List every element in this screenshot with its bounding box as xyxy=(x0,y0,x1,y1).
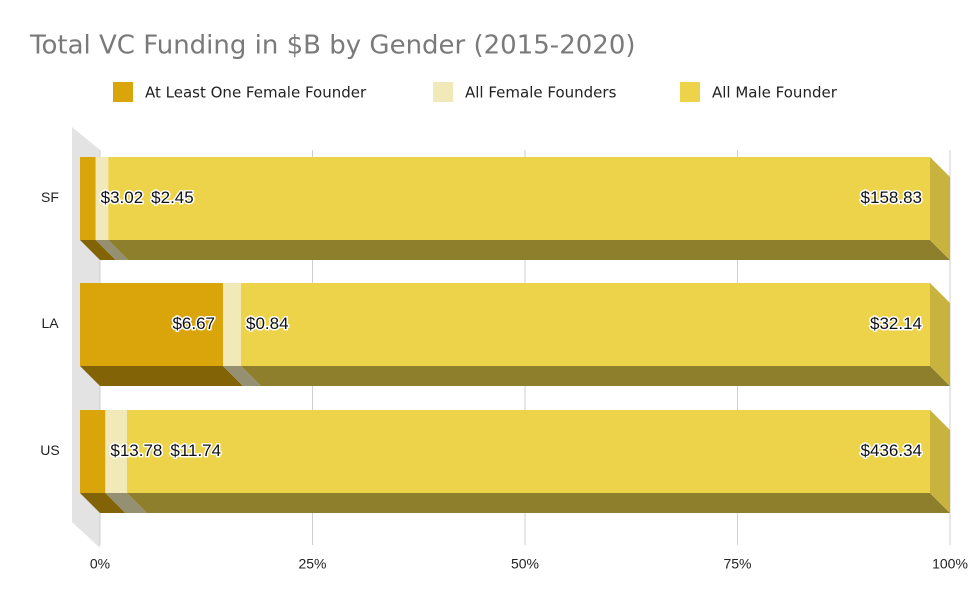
value-label: $3.02 xyxy=(101,188,144,207)
bar-side xyxy=(930,410,950,513)
bar-depth xyxy=(126,493,950,513)
y-tick-label: US xyxy=(40,442,59,458)
x-tick-label: 0% xyxy=(90,556,110,572)
chart-title: Total VC Funding in $B by Gender (2015-2… xyxy=(29,31,636,61)
bar-depth xyxy=(80,366,243,386)
bar xyxy=(80,157,96,240)
bar-depth xyxy=(240,366,950,386)
y-tick-label: SF xyxy=(41,189,59,205)
bar xyxy=(108,157,931,240)
legend-label: At Least One Female Founder xyxy=(145,84,367,102)
bar-depth xyxy=(80,240,116,260)
bar-depth xyxy=(80,493,126,513)
bar xyxy=(95,157,109,240)
value-label: $0.84 xyxy=(246,314,289,333)
bar xyxy=(240,283,930,366)
bar-depth xyxy=(95,240,129,260)
bar-side xyxy=(930,157,950,260)
legend-swatch xyxy=(433,82,453,102)
bar-depth xyxy=(108,240,951,260)
legend-swatch xyxy=(113,82,133,102)
x-tick-label: 50% xyxy=(511,556,539,572)
value-label: $13.78 xyxy=(110,441,162,460)
value-label: $6.67 xyxy=(172,314,215,333)
legend-label: All Female Founders xyxy=(465,84,617,102)
bar-depth xyxy=(105,493,147,513)
legend-label: All Male Founder xyxy=(712,84,838,102)
x-tick-label: 100% xyxy=(932,556,968,572)
bar xyxy=(222,283,241,366)
value-label: $158.83 xyxy=(861,188,922,207)
x-tick-label: 75% xyxy=(723,556,751,572)
value-label: $436.34 xyxy=(861,441,922,460)
y-tick-label: LA xyxy=(41,315,59,331)
value-label: $2.45 xyxy=(151,188,194,207)
bar xyxy=(80,410,106,493)
bar xyxy=(126,410,930,493)
x-tick-label: 25% xyxy=(298,556,326,572)
value-label: $11.74 xyxy=(170,441,221,460)
bar-depth xyxy=(222,366,261,386)
bar-side xyxy=(930,283,950,386)
value-label: $32.14 xyxy=(870,314,922,333)
legend-swatch xyxy=(680,82,700,102)
bar xyxy=(80,283,223,366)
bar xyxy=(105,410,127,493)
